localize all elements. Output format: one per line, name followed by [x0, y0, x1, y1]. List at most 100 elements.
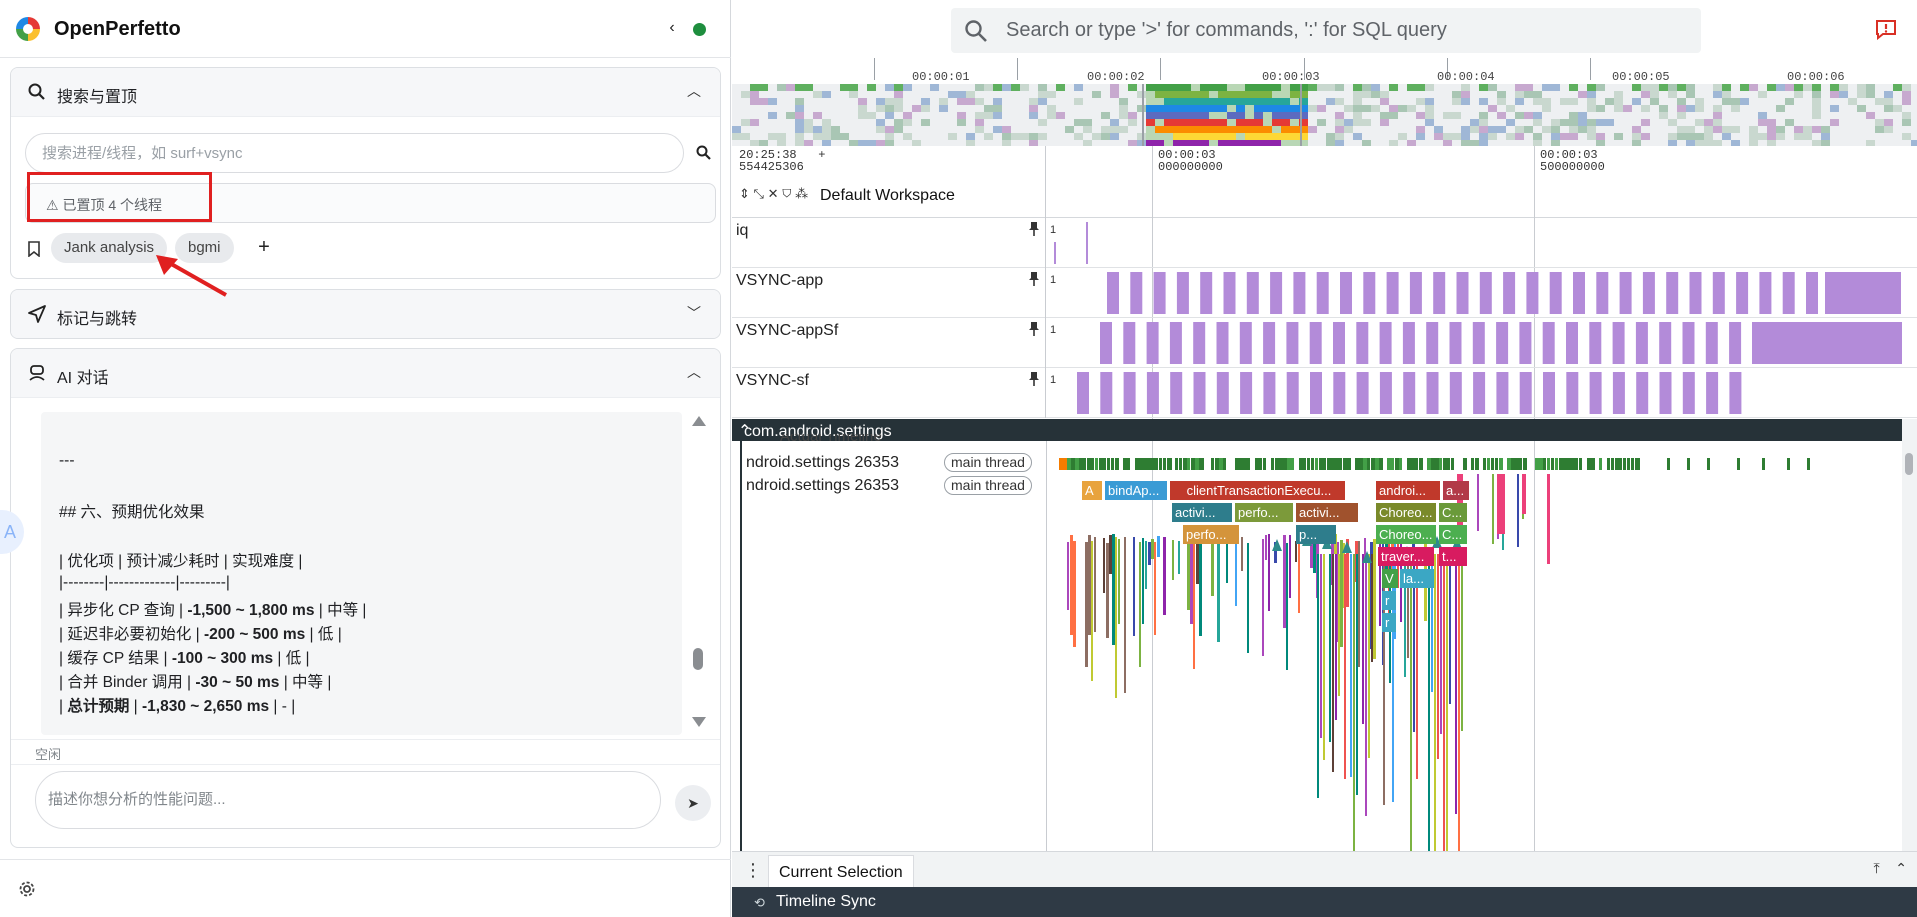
heatmap-cell — [1605, 84, 1614, 91]
scroll-down-icon[interactable] — [692, 717, 706, 727]
preset-chip-jank-analysis[interactable]: Jank analysis — [51, 233, 168, 263]
slice[interactable]: traver... — [1378, 547, 1434, 566]
omnibox[interactable] — [951, 8, 1701, 53]
track-iq[interactable]: iq 1 — [732, 218, 1917, 268]
slice[interactable]: activi... — [1172, 503, 1232, 522]
ai-prompt-field[interactable] — [35, 771, 661, 829]
slice[interactable]: C... — [1439, 503, 1467, 522]
track-vsync-app[interactable]: VSYNC-app 1 — [732, 268, 1917, 318]
ai-scrollbar[interactable] — [688, 412, 710, 735]
track-vsync-appsf[interactable]: VSYNC-appSf 1 — [732, 318, 1917, 368]
collapse-all-icon[interactable]: ⤡ — [753, 186, 764, 201]
slice[interactable]: Choreo... — [1376, 525, 1436, 544]
tab-current-selection[interactable]: Current Selection — [768, 855, 914, 888]
flame-slice — [1413, 554, 1415, 732]
slice[interactable]: perfo... — [1235, 503, 1293, 522]
chevron-up-icon[interactable]: ⌃ — [1895, 860, 1907, 876]
process-search-field[interactable] — [25, 133, 684, 173]
maximize-panel-icon[interactable]: ⤒ — [1873, 860, 1880, 876]
preset-chip-bgmi[interactable]: bgmi — [175, 233, 234, 263]
workspace-selector[interactable]: Default Workspace — [820, 187, 955, 204]
vsync-lane — [1107, 272, 1901, 314]
chevron-down-icon[interactable]: ﹀ — [687, 305, 701, 321]
track-panel[interactable]: iq 1 VSYNC-app 1 VSYNC-appSf 1 VSYNC-s — [732, 218, 1917, 851]
thread-state-running — [1435, 458, 1440, 470]
heatmap-cell — [903, 140, 912, 146]
chevron-up-icon[interactable]: ︿ — [687, 364, 701, 380]
thread-track-header[interactable]: ndroid.settings 26353 main thread — [732, 452, 1046, 474]
filter-icon[interactable]: ⛉ — [782, 186, 792, 201]
heatmap-cell — [1317, 119, 1326, 126]
error-report-icon[interactable] — [1875, 18, 1897, 40]
heatmap-cell — [1407, 133, 1416, 140]
heatmap-cell — [1389, 98, 1398, 105]
add-preset-button[interactable]: + — [258, 236, 270, 258]
heatmap-cell — [1398, 91, 1407, 98]
track-vsync-sf[interactable]: VSYNC-sf 1 — [732, 368, 1917, 418]
slice[interactable]: clientTransactionExecu... — [1170, 481, 1345, 500]
slice[interactable]: A — [1082, 481, 1102, 500]
heatmap-cell — [813, 91, 822, 98]
slice[interactable]: a... — [1443, 481, 1469, 500]
unpin-all-icon[interactable]: ✕ — [767, 186, 779, 201]
heatmap-cell — [975, 105, 984, 112]
slice[interactable]: activi... — [1296, 503, 1358, 522]
heatmap-cell — [1344, 98, 1353, 105]
heatmap-cell — [1461, 84, 1470, 91]
heatmap-cell — [831, 91, 840, 98]
search-submit-icon[interactable] — [695, 144, 713, 162]
flame-chart[interactable] — [1047, 474, 1902, 851]
overview-heatmap — [732, 84, 1917, 146]
pin-icon[interactable] — [1028, 271, 1040, 287]
slice[interactable]: bindAp... — [1105, 481, 1167, 500]
expand-all-icon[interactable]: ⇕ — [739, 186, 750, 201]
scroll-thumb[interactable] — [693, 648, 703, 670]
heatmap-cell — [1245, 133, 1254, 140]
heatmap-cell — [1236, 140, 1245, 146]
slice[interactable]: r — [1382, 591, 1396, 610]
heatmap-cell — [831, 133, 840, 140]
slice[interactable]: Choreo... — [1376, 503, 1436, 522]
scroll-thumb[interactable] — [1905, 453, 1913, 475]
heatmap-cell — [1893, 119, 1902, 126]
slice[interactable]: p... — [1296, 525, 1336, 544]
search-pin-card-header[interactable]: 搜索与置顶 ︿ — [11, 68, 720, 117]
ai-prompt-input[interactable] — [36, 772, 660, 828]
pin-icon[interactable] — [1028, 221, 1040, 237]
heatmap-cell — [1902, 140, 1911, 146]
ai-chat-card-header[interactable]: AI 对话 ︿ — [11, 349, 720, 398]
flame-slice — [1443, 554, 1445, 851]
slice[interactable]: r — [1382, 613, 1396, 632]
slice[interactable]: androi... — [1376, 481, 1440, 500]
chevron-up-icon[interactable]: ︿ — [687, 83, 701, 99]
pin-icon[interactable] — [1028, 321, 1040, 337]
heatmap-cell — [948, 98, 957, 105]
heatmap-cell — [804, 98, 813, 105]
heatmap-cell — [1092, 98, 1101, 105]
slice[interactable]: perfo... — [1183, 525, 1239, 544]
slice[interactable]: t... — [1439, 547, 1467, 566]
thread-state-lane[interactable] — [1047, 456, 1902, 472]
process-group-header[interactable]: ⌃ com.android.settings 26353 — [732, 419, 1917, 458]
collapse-sidebar-button[interactable]: ‹ — [669, 19, 675, 36]
timeline-overview[interactable]: 00:00:01 00:00:02 00:00:03 00:00:04 00:0… — [732, 58, 1917, 146]
omnibox-input[interactable] — [1006, 8, 1686, 53]
slice[interactable]: V — [1382, 569, 1398, 588]
heatmap-cell — [1317, 91, 1326, 98]
pin-icon[interactable] — [1028, 371, 1040, 387]
heatmap-cell — [1803, 84, 1812, 91]
slice[interactable]: C... — [1439, 525, 1467, 544]
marks-jump-card-header[interactable]: 标记与跳转 ﹀ — [11, 290, 720, 338]
heatmap-cell — [1155, 112, 1164, 119]
timeline-sync-bar[interactable]: ⟲ Timeline Sync — [732, 887, 1917, 917]
slice[interactable]: la... — [1400, 569, 1434, 588]
scroll-up-icon[interactable] — [692, 416, 706, 426]
process-search-input[interactable] — [26, 134, 683, 172]
gear-icon[interactable] — [18, 880, 36, 898]
send-button[interactable]: ➤ — [675, 785, 711, 821]
more-menu-icon[interactable]: ⋮ — [744, 860, 762, 880]
heatmap-cell — [858, 119, 867, 126]
heatmap-cell — [885, 140, 894, 146]
track-scrollbar[interactable] — [1902, 419, 1917, 851]
thread-track-header[interactable]: ndroid.settings 26353 main thread — [732, 475, 1046, 497]
